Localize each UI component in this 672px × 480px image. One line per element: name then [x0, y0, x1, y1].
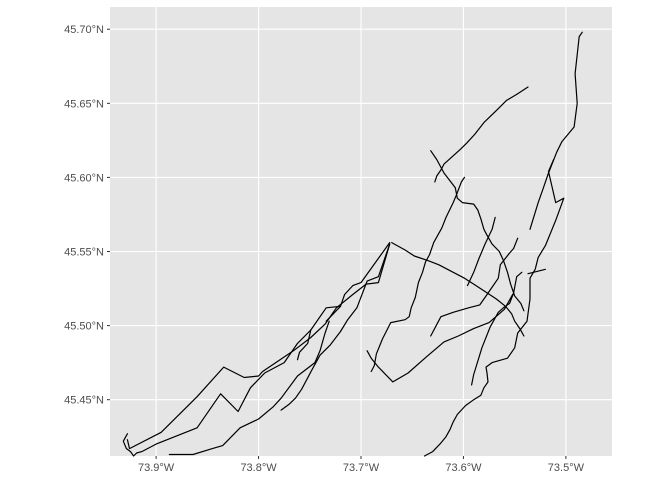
y-tick-label: 45.70°N [64, 24, 104, 36]
route-line-r14 [168, 320, 330, 456]
route-line-r4 [370, 176, 466, 373]
y-tick-label: 45.60°N [64, 172, 104, 184]
route-line-r16 [280, 243, 391, 411]
route-line-r8 [391, 242, 525, 337]
route-line-r7 [466, 216, 496, 287]
route-line-r12 [122, 242, 391, 457]
route-line-r1 [529, 31, 583, 230]
route-line-r9 [471, 271, 523, 386]
x-tick-label: 73.6°W [445, 462, 482, 474]
route-line-r11 [126, 243, 391, 450]
route-line-r3 [430, 150, 525, 312]
route-line-r17 [366, 293, 514, 383]
route-line-r10 [430, 237, 519, 337]
x-axis-ticks: 73.9°W 73.8°W 73.7°W 73.6°W 73.5°W [138, 456, 585, 474]
x-tick-label: 73.7°W [343, 462, 380, 474]
x-tick-label: 73.5°W [548, 462, 585, 474]
route-line-r2 [434, 86, 529, 183]
x-tick-label: 73.9°W [138, 462, 175, 474]
y-tick-label: 45.55°N [64, 247, 104, 259]
y-axis-ticks: 45.45°N 45.50°N 45.55°N 45.60°N 45.65°N 45.70… [64, 24, 110, 407]
route-line-r13 [296, 329, 312, 361]
route-line-r5 [423, 159, 565, 457]
route-line-r6 [527, 268, 547, 275]
y-tick-label: 45.50°N [64, 321, 104, 333]
y-tick-label: 45.65°N [64, 98, 104, 110]
route-line-r15 [325, 305, 342, 322]
x-tick-label: 73.8°W [240, 462, 277, 474]
y-tick-label: 45.45°N [64, 395, 104, 407]
route-lines [122, 31, 583, 457]
